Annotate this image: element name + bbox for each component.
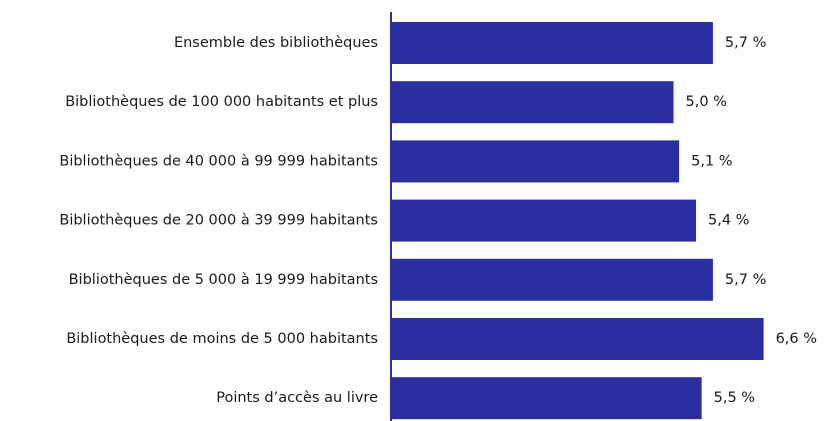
category-label: Bibliothèques de moins de 5 000 habitant… xyxy=(66,331,378,347)
value-label: 5,7 % xyxy=(725,272,766,288)
category-label: Ensemble des bibliothèques xyxy=(174,35,378,51)
bar xyxy=(392,318,764,360)
category-label: Bibliothèques de 20 000 à 39 999 habitan… xyxy=(59,213,378,229)
bar xyxy=(392,140,680,183)
bar xyxy=(392,258,713,301)
category-label: Bibliothèques de 5 000 à 19 999 habitant… xyxy=(69,272,378,288)
value-label: 5,0 % xyxy=(686,94,727,110)
value-label: 5,1 % xyxy=(691,153,732,169)
value-label: 5,5 % xyxy=(714,390,755,406)
value-label: 5,7 % xyxy=(725,35,766,51)
bar xyxy=(392,377,702,420)
category-label: Bibliothèques de 100 000 habitants et pl… xyxy=(65,94,378,110)
value-label: 5,4 % xyxy=(708,213,749,229)
category-label: Points d’accès au livre xyxy=(216,390,378,406)
value-label: 6,6 % xyxy=(776,331,817,347)
bar xyxy=(392,199,697,242)
category-label: Bibliothèques de 40 000 à 99 999 habitan… xyxy=(59,153,378,169)
bar xyxy=(392,22,713,64)
bar xyxy=(392,81,674,124)
